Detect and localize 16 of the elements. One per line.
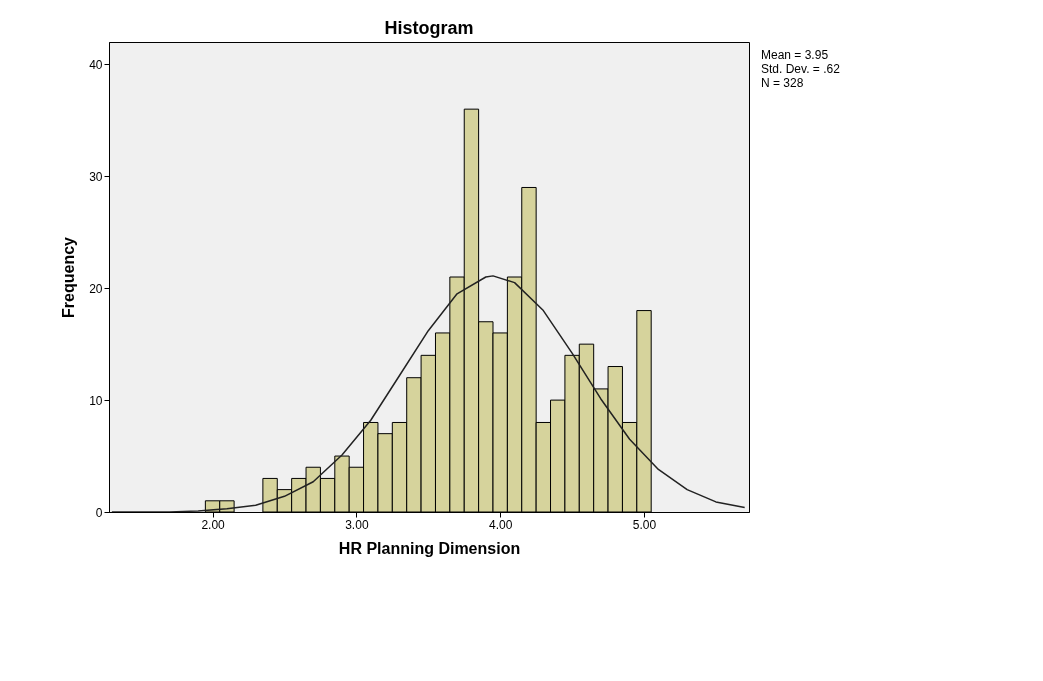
y-tick-label: 0 — [95, 505, 103, 520]
y-axis-title: Frequency — [60, 236, 78, 318]
x-tick-label: 2.00 — [201, 517, 226, 532]
text: Mean = 3.95 — [761, 48, 829, 62]
x-tick-label: 4.00 — [489, 517, 513, 532]
y-tick-label: 30 — [89, 169, 103, 184]
text: Std. Dev. = .62 — [761, 62, 841, 76]
x-tick-label: 5.00 — [632, 517, 657, 532]
text: N = 328 — [761, 76, 804, 90]
x-axis-title: HR Planning Dimension — [338, 539, 521, 557]
y-tick-label: 20 — [89, 281, 103, 296]
chart-title: Histogram — [384, 18, 474, 38]
line-series — [111, 275, 746, 512]
x-tick-label: 3.00 — [345, 517, 369, 532]
y-tick-label: 40 — [89, 57, 103, 72]
y-tick-label: 10 — [89, 393, 103, 408]
